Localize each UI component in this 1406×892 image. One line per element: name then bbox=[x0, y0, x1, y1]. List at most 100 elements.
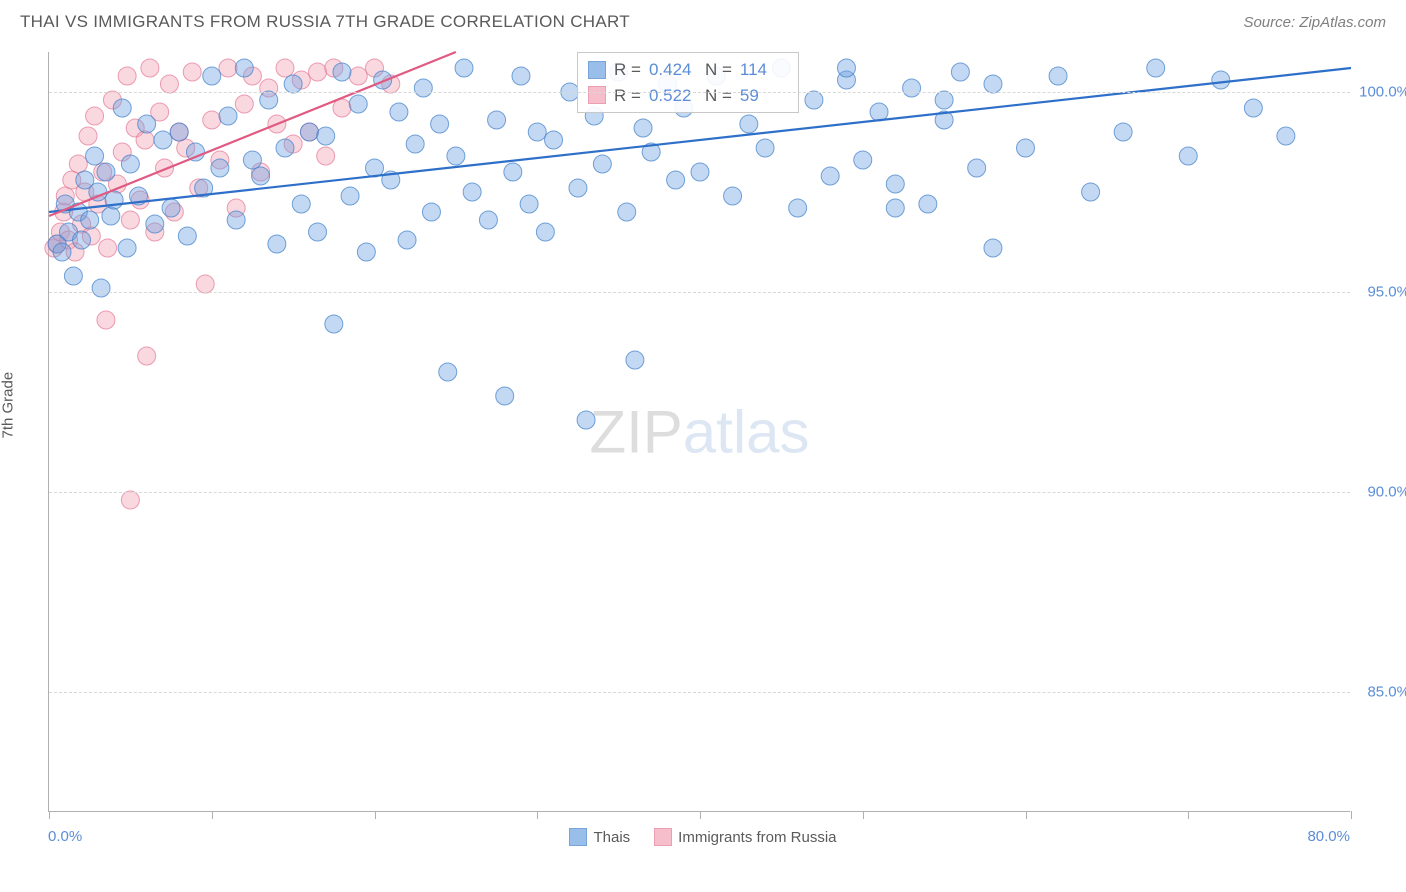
gridline bbox=[49, 292, 1350, 293]
scatter-point bbox=[243, 151, 261, 169]
scatter-point bbox=[1147, 59, 1165, 77]
legend-swatch-1 bbox=[569, 828, 587, 846]
scatter-point bbox=[390, 103, 408, 121]
scatter-point bbox=[756, 139, 774, 157]
scatter-point bbox=[488, 111, 506, 129]
scatter-point bbox=[219, 59, 237, 77]
scatter-point bbox=[178, 227, 196, 245]
gridline bbox=[49, 92, 1350, 93]
scatter-point bbox=[300, 123, 318, 141]
chart-title: THAI VS IMMIGRANTS FROM RUSSIA 7TH GRADE… bbox=[20, 12, 630, 32]
scatter-point bbox=[414, 79, 432, 97]
scatter-point bbox=[854, 151, 872, 169]
scatter-point bbox=[1017, 139, 1035, 157]
scatter-point bbox=[309, 223, 327, 241]
scatter-point bbox=[1114, 123, 1132, 141]
scatter-point bbox=[886, 199, 904, 217]
gridline bbox=[49, 492, 1350, 493]
x-tick bbox=[537, 811, 538, 819]
legend-label-2: Immigrants from Russia bbox=[678, 829, 836, 846]
scatter-point bbox=[86, 107, 104, 125]
scatter-point bbox=[1244, 99, 1262, 117]
scatter-point bbox=[79, 127, 97, 145]
x-tick bbox=[49, 811, 50, 819]
scatter-point bbox=[92, 279, 110, 297]
scatter-point bbox=[69, 155, 87, 173]
scatter-point bbox=[97, 311, 115, 329]
scatter-point bbox=[97, 163, 115, 181]
scatter-point bbox=[919, 195, 937, 213]
y-tick-label: 90.0% bbox=[1367, 484, 1406, 501]
scatter-point bbox=[276, 139, 294, 157]
scatter-point bbox=[740, 115, 758, 133]
stats-row-series1: R = 0.424 N = 114 bbox=[588, 57, 788, 83]
scatter-point bbox=[593, 155, 611, 173]
scatter-point bbox=[64, 267, 82, 285]
scatter-point bbox=[789, 199, 807, 217]
scatter-point bbox=[886, 175, 904, 193]
source-attribution: Source: ZipAtlas.com bbox=[1243, 14, 1386, 31]
scatter-point bbox=[504, 163, 522, 181]
scatter-point bbox=[691, 163, 709, 181]
scatter-point bbox=[1179, 147, 1197, 165]
scatter-point bbox=[357, 243, 375, 261]
scatter-point bbox=[203, 67, 221, 85]
legend-swatch-2 bbox=[654, 828, 672, 846]
y-tick-label: 100.0% bbox=[1359, 84, 1406, 101]
scatter-point bbox=[121, 155, 139, 173]
scatter-point bbox=[170, 123, 188, 141]
chart-plot-area: ZIPatlas R = 0.424 N = 114 R = 0.522 N =… bbox=[48, 52, 1350, 812]
scatter-point bbox=[349, 67, 367, 85]
scatter-point bbox=[317, 147, 335, 165]
scatter-point bbox=[99, 239, 117, 257]
scatter-point bbox=[837, 59, 855, 77]
scatter-point bbox=[536, 223, 554, 241]
scatter-point bbox=[121, 211, 139, 229]
scatter-point bbox=[53, 243, 71, 261]
scatter-point bbox=[528, 123, 546, 141]
x-tick bbox=[1351, 811, 1352, 819]
scatter-point bbox=[162, 199, 180, 217]
scatter-point bbox=[121, 491, 139, 509]
scatter-point bbox=[268, 235, 286, 253]
x-tick bbox=[212, 811, 213, 819]
scatter-point bbox=[146, 215, 164, 233]
scatter-point bbox=[276, 59, 294, 77]
scatter-point bbox=[870, 103, 888, 121]
scatter-point bbox=[203, 111, 221, 129]
stats-swatch-1 bbox=[588, 61, 606, 79]
scatter-point bbox=[349, 95, 367, 113]
bottom-legend: Thais Immigrants from Russia bbox=[0, 828, 1406, 846]
scatter-point bbox=[211, 159, 229, 177]
x-tick bbox=[375, 811, 376, 819]
scatter-point bbox=[935, 91, 953, 109]
scatter-point bbox=[968, 159, 986, 177]
scatter-point bbox=[545, 131, 563, 149]
x-tick bbox=[700, 811, 701, 819]
scatter-point bbox=[292, 195, 310, 213]
scatter-point bbox=[667, 171, 685, 189]
scatter-point bbox=[512, 67, 530, 85]
scatter-point bbox=[821, 167, 839, 185]
scatter-point bbox=[984, 75, 1002, 93]
scatter-point bbox=[235, 95, 253, 113]
y-tick-label: 85.0% bbox=[1367, 684, 1406, 701]
scatter-point bbox=[1277, 127, 1295, 145]
scatter-point bbox=[431, 115, 449, 133]
scatter-point bbox=[520, 195, 538, 213]
correlation-stats-box: R = 0.424 N = 114 R = 0.522 N = 59 bbox=[577, 52, 799, 113]
scatter-point bbox=[577, 411, 595, 429]
scatter-point bbox=[183, 63, 201, 81]
scatter-point bbox=[479, 211, 497, 229]
scatter-point bbox=[317, 127, 335, 145]
scatter-svg bbox=[49, 52, 1350, 811]
scatter-point bbox=[903, 79, 921, 97]
scatter-point bbox=[634, 119, 652, 137]
scatter-point bbox=[227, 211, 245, 229]
scatter-point bbox=[984, 239, 1002, 257]
scatter-point bbox=[252, 167, 270, 185]
stats-swatch-2 bbox=[588, 86, 606, 104]
scatter-point bbox=[118, 67, 136, 85]
scatter-point bbox=[447, 147, 465, 165]
scatter-point bbox=[102, 207, 120, 225]
